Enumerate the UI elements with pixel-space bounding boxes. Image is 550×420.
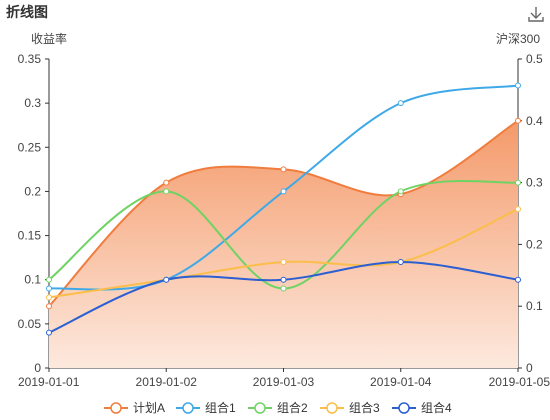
legend-item[interactable]: 组合4 (392, 400, 452, 415)
legend-label: 组合4 (421, 400, 452, 415)
legend-label: 组合1 (205, 400, 236, 415)
y-left-tick-label: 0.1 (24, 273, 41, 287)
data-point[interactable] (163, 179, 170, 186)
chart-title: 折线图 (6, 4, 48, 20)
download-icon[interactable] (527, 5, 545, 23)
legend-marker (398, 402, 410, 414)
data-point[interactable] (46, 294, 52, 301)
data-point[interactable] (163, 188, 170, 195)
data-point[interactable] (280, 285, 287, 292)
data-point[interactable] (515, 206, 521, 213)
x-tick-label: 2019-01-01 (18, 375, 80, 389)
legend-label: 组合2 (277, 400, 308, 415)
data-point[interactable] (515, 179, 521, 186)
x-tick-label: 2019-01-03 (253, 375, 315, 389)
y-left-tick-label: 0.25 (18, 140, 42, 154)
data-point[interactable] (397, 259, 404, 266)
data-point[interactable] (46, 276, 52, 283)
x-tick-label: 2019-01-02 (136, 375, 198, 389)
y-left-tick-label: 0.35 (18, 52, 42, 66)
data-point[interactable] (46, 329, 52, 336)
legend-item[interactable]: 计划A (104, 401, 165, 415)
data-point[interactable] (46, 285, 52, 292)
legend-marker (254, 402, 266, 414)
data-point[interactable] (280, 276, 287, 283)
data-point[interactable] (397, 100, 404, 107)
y-right-tick-label: 0.3 (526, 176, 543, 190)
y-right-tick-label: 0.2 (526, 237, 543, 251)
data-point[interactable] (515, 276, 521, 283)
y-left-tick-label: 0.05 (18, 317, 42, 331)
legend-item[interactable]: 组合1 (176, 400, 236, 415)
y-axis-right-name: 沪深300 (496, 32, 540, 46)
y-left-tick-label: 0.3 (24, 96, 41, 110)
x-tick-label: 2019-01-04 (370, 375, 432, 389)
legend-label: 计划A (133, 401, 165, 415)
legend-item[interactable]: 组合3 (320, 400, 380, 415)
y-left-tick-label: 0.15 (18, 229, 42, 243)
y-axis-left-name: 收益率 (31, 31, 67, 46)
y-right-tick-label: 0.1 (526, 299, 543, 313)
legend-marker (110, 402, 122, 414)
data-point[interactable] (46, 303, 52, 310)
y-right-tick-label: 0.5 (526, 52, 543, 66)
y-left-tick-label: 0 (34, 361, 41, 375)
data-point[interactable] (515, 117, 521, 124)
legend-item[interactable]: 组合2 (248, 400, 308, 415)
data-point[interactable] (397, 188, 404, 195)
y-left-tick-label: 0.2 (24, 184, 41, 198)
data-point[interactable] (280, 259, 287, 266)
data-point[interactable] (280, 166, 287, 173)
y-right-tick-label: 0 (526, 361, 533, 375)
data-point[interactable] (515, 82, 521, 89)
y-right-tick-label: 0.4 (526, 114, 543, 128)
legend-marker (326, 402, 338, 414)
legend-marker (182, 402, 194, 414)
legend-label: 组合3 (349, 400, 380, 415)
data-point[interactable] (280, 188, 287, 195)
x-tick-label: 2019-01-05 (489, 375, 550, 389)
data-point[interactable] (163, 276, 170, 283)
